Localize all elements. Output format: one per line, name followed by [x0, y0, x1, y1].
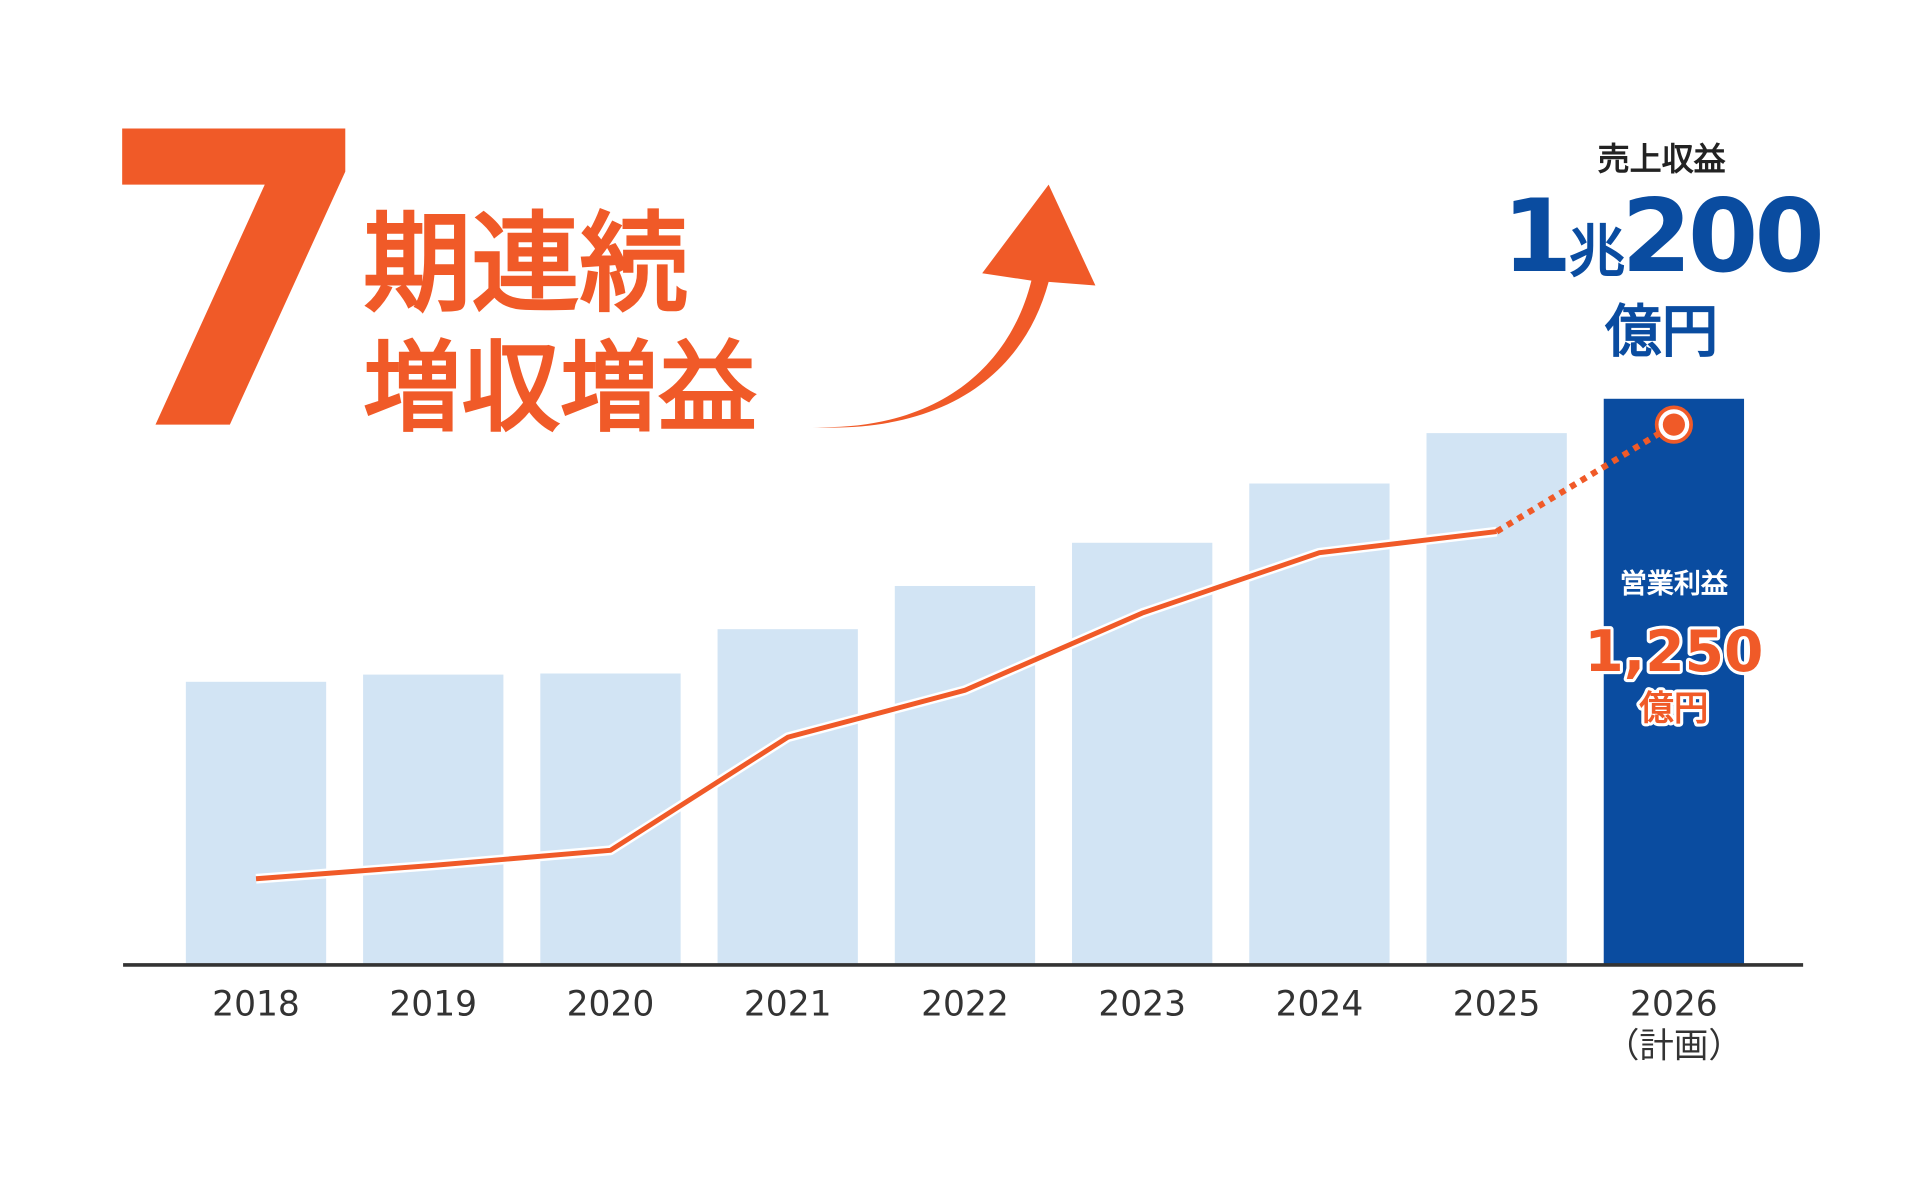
bar: [1426, 433, 1567, 964]
x-tick-label: 2018: [212, 984, 300, 1024]
up-arrow: [812, 184, 1096, 428]
x-tick-label: 2025: [1453, 984, 1541, 1024]
chart-body: 7 期連続 増収増益 2018 2019 2020 2021 2022 2023 2024 2…: [95, 48, 1825, 1067]
line: [255, 529, 1497, 882]
legend-profit: 営業利益: [1620, 568, 1729, 600]
bar: [363, 674, 504, 964]
x-tick-label: 2023: [1098, 984, 1186, 1024]
bar: [1603, 398, 1745, 964]
x-tick-label: 2020: [567, 984, 655, 1024]
bar: [1072, 542, 1213, 964]
x-tick-label: 2021: [744, 984, 832, 1024]
headline-line1: 期連続: [363, 201, 688, 328]
line-forecast: [1495, 421, 1676, 535]
bar: [894, 585, 1036, 964]
headline-line2: 増収増益: [363, 332, 757, 446]
bar: [717, 629, 858, 964]
x-tick-label: 2024: [1276, 984, 1364, 1024]
value-label: 1兆200 億円: [1502, 177, 1821, 365]
legend-revenue: 売上収益: [1598, 140, 1727, 178]
x-tick-label: 2026 （計画）: [1605, 984, 1743, 1066]
x-tick-label: 2019: [389, 984, 477, 1024]
bar: [185, 681, 327, 964]
value-label: 1,250 億円: [1584, 619, 1763, 729]
x-tick-label: 2022: [921, 984, 1009, 1024]
line-point-core: [1662, 413, 1685, 436]
headline-number: 7: [95, 48, 378, 521]
